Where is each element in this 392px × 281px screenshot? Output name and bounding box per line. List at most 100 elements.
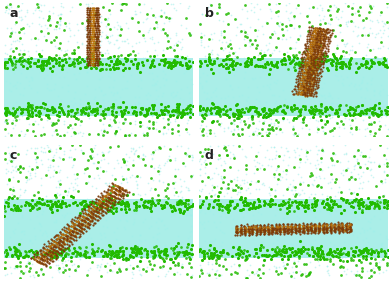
Point: [84, 52, 91, 56]
Point: [301, 48, 307, 53]
Point: [163, 249, 170, 253]
Point: [328, 225, 334, 229]
Point: [305, 64, 311, 69]
Point: [312, 66, 319, 70]
Point: [325, 202, 331, 207]
Point: [211, 31, 217, 36]
Point: [122, 86, 128, 90]
Point: [247, 39, 254, 44]
Point: [15, 179, 21, 183]
Point: [92, 13, 98, 18]
Point: [285, 67, 291, 71]
Point: [346, 111, 352, 115]
Point: [314, 26, 320, 31]
Point: [97, 205, 103, 209]
Point: [9, 196, 15, 200]
Point: [234, 108, 240, 112]
Point: [38, 48, 45, 52]
Point: [345, 66, 352, 70]
Point: [141, 132, 147, 137]
Point: [305, 74, 312, 78]
Point: [318, 92, 324, 97]
Point: [39, 161, 45, 166]
Point: [377, 10, 384, 14]
Point: [305, 79, 311, 83]
Point: [109, 93, 116, 98]
Point: [178, 45, 185, 49]
Point: [309, 91, 315, 95]
Point: [308, 44, 314, 49]
Point: [142, 203, 149, 208]
Point: [315, 230, 321, 235]
Point: [285, 200, 292, 204]
Point: [95, 54, 102, 58]
Point: [248, 61, 254, 66]
Point: [118, 109, 124, 114]
Point: [355, 148, 361, 152]
Point: [38, 3, 45, 7]
Point: [86, 206, 93, 210]
Point: [167, 45, 173, 49]
Point: [49, 105, 55, 110]
Point: [56, 102, 63, 106]
Point: [303, 123, 309, 127]
Point: [333, 209, 339, 214]
Point: [13, 207, 19, 212]
Point: [300, 104, 306, 109]
Point: [238, 93, 245, 97]
Point: [367, 199, 374, 204]
Point: [51, 56, 58, 60]
Point: [324, 56, 330, 60]
Point: [82, 220, 89, 224]
Point: [248, 226, 254, 231]
Point: [31, 257, 37, 261]
Point: [134, 65, 140, 70]
Point: [219, 176, 225, 181]
Point: [178, 203, 184, 207]
Point: [136, 123, 143, 128]
Point: [8, 132, 14, 137]
Point: [38, 29, 44, 33]
Point: [273, 229, 279, 234]
Point: [120, 176, 127, 181]
Point: [265, 230, 271, 234]
Point: [321, 80, 327, 85]
Point: [377, 178, 384, 183]
Point: [317, 246, 323, 251]
Point: [214, 255, 220, 260]
Point: [232, 249, 239, 254]
Point: [100, 209, 106, 213]
Point: [56, 238, 62, 243]
Point: [78, 217, 84, 221]
Point: [53, 43, 59, 48]
Point: [215, 194, 221, 199]
Point: [93, 17, 99, 21]
Point: [327, 223, 333, 228]
Point: [175, 104, 181, 108]
Point: [296, 75, 302, 80]
Point: [309, 224, 315, 228]
Point: [358, 202, 365, 206]
Point: [353, 87, 359, 91]
Point: [175, 38, 181, 43]
Point: [95, 35, 101, 40]
Point: [117, 95, 123, 99]
Point: [359, 266, 365, 270]
Point: [327, 228, 333, 233]
Point: [363, 256, 369, 261]
Point: [216, 255, 222, 260]
Point: [315, 183, 321, 187]
Point: [339, 224, 345, 228]
Point: [138, 273, 145, 277]
Point: [65, 258, 71, 262]
Point: [384, 173, 390, 178]
Point: [89, 211, 96, 216]
Point: [171, 186, 177, 190]
Point: [122, 202, 129, 207]
Point: [312, 65, 318, 70]
Point: [265, 232, 271, 236]
Point: [346, 187, 352, 192]
Point: [39, 202, 45, 207]
Point: [307, 84, 313, 88]
Point: [288, 209, 294, 213]
